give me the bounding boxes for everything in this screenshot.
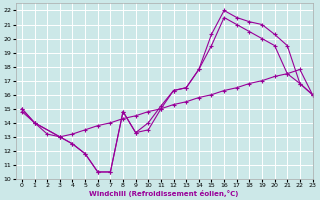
X-axis label: Windchill (Refroidissement éolien,°C): Windchill (Refroidissement éolien,°C) <box>89 190 239 197</box>
